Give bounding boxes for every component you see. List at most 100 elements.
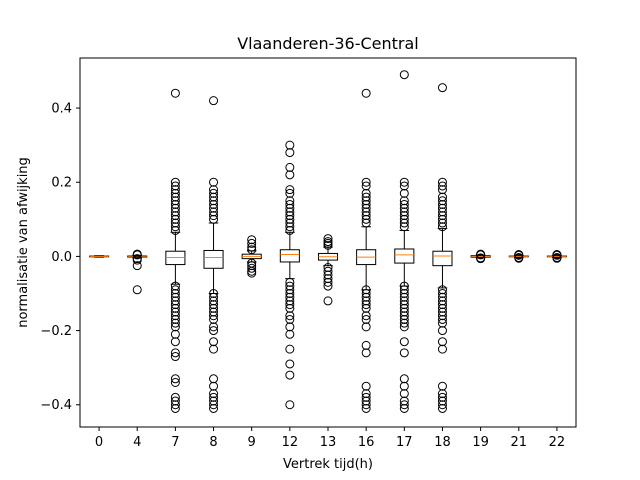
outlier-point [361,403,371,413]
outlier-point [437,222,447,232]
outlier-point [285,188,295,198]
outlier-point [437,288,447,298]
outlier-point [361,300,371,310]
outlier-point [437,314,447,324]
outlier-point [209,288,219,298]
outlier-point [132,261,142,271]
x-axis-label: Vertrek tijd(h) [283,457,373,472]
outlier-point [170,314,180,324]
outlier-point [552,250,562,260]
outlier-point [437,199,447,209]
outlier-point [399,292,409,302]
outlier-point [399,381,409,391]
outlier-point [209,307,219,317]
outlier-point [399,181,409,191]
outlier-point [247,242,257,252]
outlier-point [361,218,371,228]
outlier-point [285,288,295,298]
outlier-point [170,318,180,328]
outlier-point [437,177,447,187]
box-17 [394,70,415,413]
outlier-point [247,263,257,273]
outlier-point [361,311,371,321]
x-tick-label: 16 [358,435,375,450]
outlier-point [399,207,409,217]
outlier-point [209,322,219,332]
outlier-point [285,207,295,217]
outlier-point [170,192,180,202]
outlier-point [285,314,295,324]
outlier-point [323,277,333,287]
outlier-point [170,400,180,410]
outlier-point [170,225,180,235]
outlier-point [285,285,295,295]
outlier-point [437,211,447,221]
outlier-point [285,162,295,172]
outlier-point [361,392,371,402]
x-tick-label: 0 [95,435,103,450]
outlier-point [437,285,447,295]
outlier-point [209,374,219,384]
outlier-point [437,196,447,206]
outlier-point [170,196,180,206]
outlier-point [170,296,180,306]
box-13 [317,234,339,306]
outlier-point [132,255,142,265]
outlier-point [399,337,409,347]
outlier-point [361,389,371,399]
box-21 [508,250,529,263]
outlier-point [170,207,180,217]
outlier-point [437,344,447,354]
outlier-point [399,70,409,80]
outlier-point [399,348,409,358]
box-4 [127,249,148,295]
outlier-point [285,303,295,313]
outlier-point [361,207,371,217]
x-tick-label: 13 [320,435,337,450]
outlier-point [170,303,180,313]
box-0 [89,255,110,258]
outlier-point [285,344,295,354]
outlier-point [170,177,180,187]
outlier-point [361,285,371,295]
outlier-point [170,88,180,98]
iqr-box [203,249,224,269]
outlier-point [209,300,219,310]
outlier-point [437,307,447,317]
outlier-point [399,211,409,221]
outlier-point [437,218,447,228]
outlier-point [476,254,486,264]
outlier-point [209,177,219,187]
outlier-point [361,348,371,358]
outlier-point [285,218,295,228]
outlier-point [361,292,371,302]
outlier-point [209,403,219,413]
outlier-point [247,268,257,278]
box-7 [165,88,186,413]
outlier-point [437,381,447,391]
y-tick-label: −0.2 [40,324,72,339]
outlier-point [399,400,409,410]
outlier-point [437,389,447,399]
outlier-point [437,400,447,410]
outlier-point [170,185,180,195]
outlier-point [437,292,447,302]
outlier-point [170,292,180,302]
box-18 [432,83,453,413]
outlier-point [209,303,219,313]
outlier-point [209,344,219,354]
outlier-point [209,337,219,347]
outlier-point [361,88,371,98]
outlier-point [170,396,180,406]
outlier-point [170,211,180,221]
outlier-point [209,396,219,406]
outlier-point [361,214,371,224]
outlier-point [132,285,142,295]
box-22 [546,250,567,263]
outlier-point [170,352,180,362]
outlier-point [209,314,219,324]
outlier-point [399,214,409,224]
outlier-point [399,318,409,328]
x-tick-label: 12 [282,435,299,450]
outlier-point [285,196,295,206]
